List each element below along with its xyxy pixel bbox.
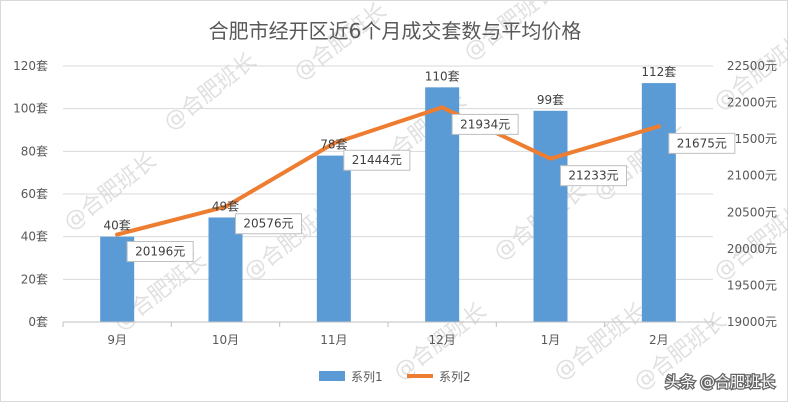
legend-label-series1: 系列1 (351, 370, 383, 384)
right-tick-label: 20000元 (727, 242, 777, 256)
bar (208, 217, 243, 322)
watermark-text: @合肥班长 (289, 1, 391, 86)
line-point (548, 156, 553, 161)
line-value-label: 21444元 (352, 153, 402, 167)
bar-value-label: 78套 (320, 138, 347, 152)
line-data-labels: 20196元 20576元 21444元 21934元 21233元 21675元 (126, 113, 736, 263)
x-axis: 9月 10月 11月 12月 1月 2月 (62, 321, 714, 347)
watermark-text: @合肥班长 (159, 48, 261, 135)
line-value-label: 20196元 (135, 245, 185, 259)
line-label-box (560, 165, 627, 187)
right-axis: 19000元 19500元 20000元 20500元 21000元 21500元 2200… (727, 59, 777, 329)
source-caption: 头条 @合肥班长 (664, 372, 776, 393)
line-label-box (126, 241, 194, 263)
line-value-label: 20576元 (243, 217, 293, 231)
watermark-layer: @合肥班长@合肥班长@合肥班长@合肥班长@合肥班长 @合肥班长@合肥班长@合肥班长… (59, 1, 788, 396)
legend-label-series2: 系列2 (439, 370, 471, 384)
left-tick-label: 20套 (21, 272, 48, 286)
x-tick-label: 11月 (320, 333, 347, 347)
bar-series (100, 83, 676, 322)
bar-data-labels: 40套 49套 78套 110套 99套 112套 (104, 65, 677, 233)
line-path (115, 105, 661, 237)
left-tick-label: 80套 (21, 144, 48, 158)
line-value-label: 21934元 (460, 117, 510, 131)
right-tick-label: 21500元 (727, 132, 777, 146)
source-caption-text: 头条 @合肥班长 (665, 373, 775, 391)
left-tick-label: 120套 (13, 59, 48, 73)
line-value-label: 21675元 (677, 136, 727, 150)
bar-value-label: 112套 (641, 65, 676, 79)
right-tick-label: 22000元 (727, 96, 777, 110)
x-tick-label: 1月 (541, 333, 561, 347)
x-tick-label: 10月 (212, 333, 239, 347)
line-label-box (343, 149, 411, 171)
line-point (656, 124, 661, 129)
legend: 系列1 系列2 (319, 370, 471, 384)
line-label-box (451, 113, 519, 135)
right-tick-label: 21000元 (727, 169, 777, 183)
bar-value-label: 49套 (212, 199, 239, 213)
bar-value-label: 110套 (425, 69, 460, 83)
left-axis: 0套 20套 40套 60套 80套 100套 120套 (13, 59, 48, 329)
line-point (223, 204, 228, 209)
x-tick-label: 2月 (649, 333, 669, 347)
line-point (115, 232, 120, 237)
right-tick-label: 19000元 (727, 315, 777, 329)
left-tick-label: 60套 (21, 187, 48, 201)
bar (316, 155, 351, 322)
x-tick-label: 9月 (107, 333, 127, 347)
legend-swatch-series1 (319, 371, 345, 381)
left-tick-label: 40套 (21, 230, 48, 244)
line-point (440, 105, 445, 110)
line-label-box (668, 132, 736, 154)
chart-title: 合肥市经开区近6个月成交套数与平均价格 (209, 19, 582, 43)
bar-value-label: 40套 (104, 219, 131, 233)
x-tick-label: 12月 (429, 333, 456, 347)
left-tick-label: 0套 (28, 315, 48, 329)
line-point (331, 141, 336, 146)
bar-value-label: 99套 (537, 93, 564, 107)
bar (641, 83, 676, 322)
left-tick-label: 100套 (13, 102, 48, 116)
line-value-label: 21233元 (568, 169, 618, 183)
right-tick-label: 22500元 (727, 59, 777, 73)
right-tick-label: 19500元 (727, 278, 777, 292)
bar (533, 110, 568, 322)
line-label-box (235, 213, 302, 235)
line-series (115, 105, 661, 237)
right-tick-label: 20500元 (727, 205, 777, 219)
